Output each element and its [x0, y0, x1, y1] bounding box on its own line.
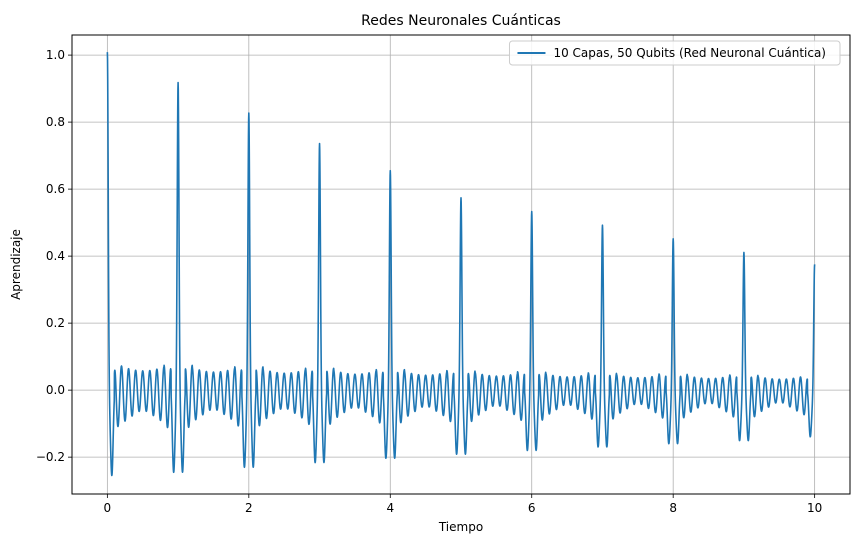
legend-entry-label: 10 Capas, 50 Qubits (Red Neuronal Cuánti…: [553, 46, 826, 60]
y-tick-label: 1.0: [46, 48, 65, 62]
x-axis-label: Tiempo: [438, 520, 483, 534]
x-tick-label: 6: [528, 501, 536, 515]
y-tick-label: 0.0: [46, 383, 65, 397]
x-tick-label: 2: [245, 501, 253, 515]
chart-title: Redes Neuronales Cuánticas: [361, 13, 561, 29]
legend-box: [508, 40, 841, 66]
x-tick-label: 10: [807, 501, 822, 515]
series-layer: [106, 52, 816, 477]
x-axis: 0 2 4 6 8 10: [104, 494, 822, 515]
y-axis: −0.2 0.0 0.2 0.4 0.6 0.8 1.0: [36, 48, 72, 464]
x-tick-label: 8: [669, 501, 677, 515]
legend: 10 Capas, 50 Qubits (Red Neuronal Cuánti…: [508, 40, 841, 66]
x-tick-label: 4: [386, 501, 394, 515]
y-tick-label: 0.4: [46, 249, 65, 263]
y-tick-label: −0.2: [36, 450, 65, 464]
plot-frame: [71, 34, 851, 495]
y-tick-label: 0.8: [46, 115, 65, 129]
x-tick-label: 0: [104, 501, 112, 515]
y-tick-label: 0.2: [46, 316, 65, 330]
y-tick-label: 0.6: [46, 182, 65, 196]
series-line: [106, 52, 816, 477]
y-axis-label: Aprendizaje: [9, 229, 23, 300]
